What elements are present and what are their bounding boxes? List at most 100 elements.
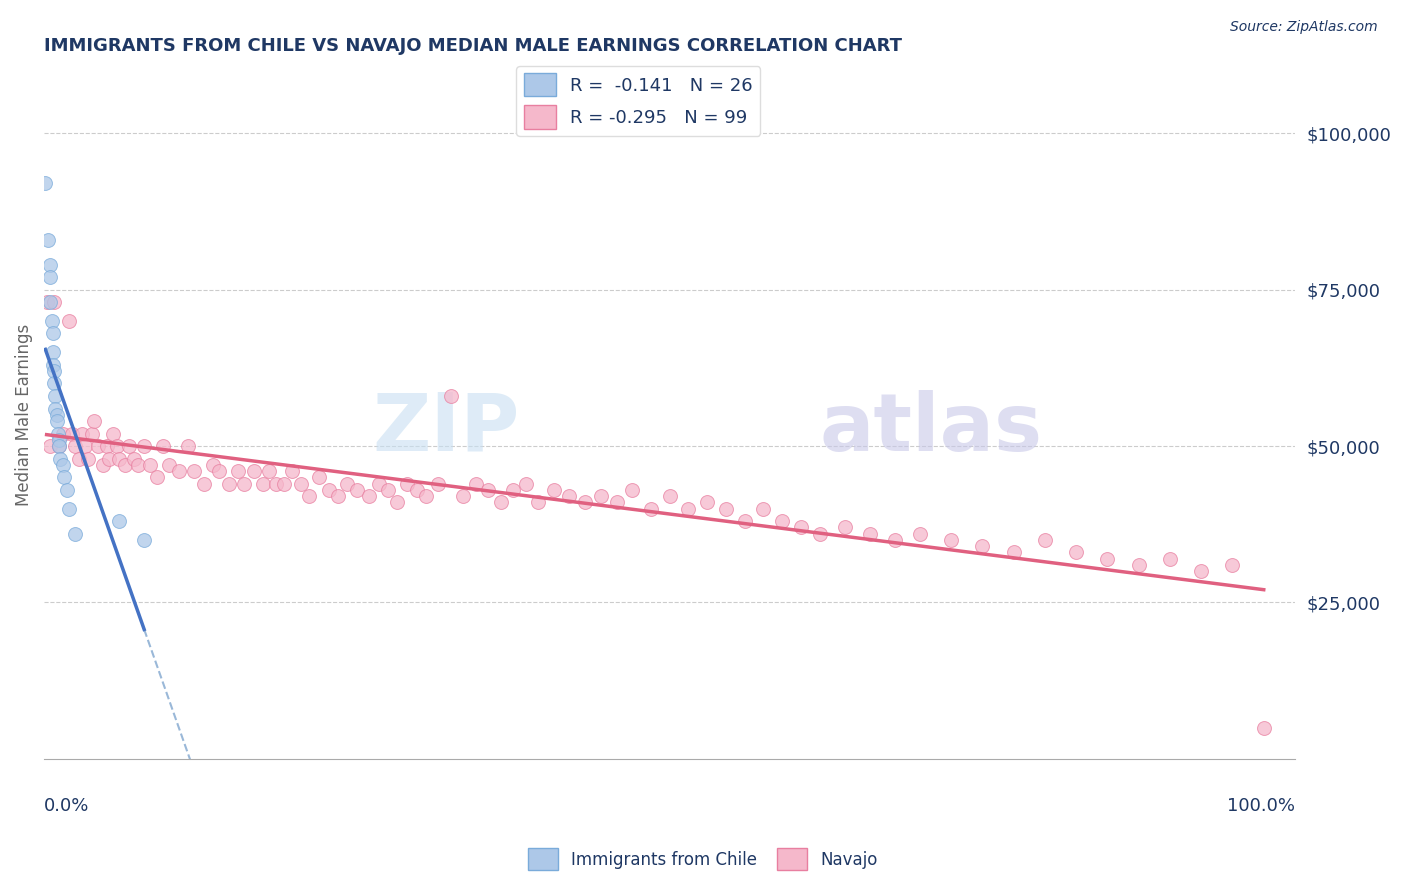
Point — [1253, 721, 1275, 735]
Point — [233, 476, 256, 491]
Point — [35, 295, 58, 310]
Point — [177, 439, 200, 453]
Point — [427, 476, 450, 491]
Point — [42, 364, 65, 378]
Point — [621, 483, 644, 497]
Point — [281, 464, 304, 478]
Point — [1064, 545, 1087, 559]
Point — [75, 439, 97, 453]
Point — [908, 526, 931, 541]
Text: IMMIGRANTS FROM CHILE VS NAVAJO MEDIAN MALE EARNINGS CORRELATION CHART: IMMIGRANTS FROM CHILE VS NAVAJO MEDIAN M… — [44, 37, 903, 55]
Point — [152, 439, 174, 453]
Point — [65, 439, 87, 453]
Point — [127, 458, 149, 472]
Point — [60, 426, 83, 441]
Point — [208, 464, 231, 478]
Point — [451, 489, 474, 503]
Point — [696, 495, 718, 509]
Point — [308, 470, 330, 484]
Point — [252, 476, 274, 491]
Text: 0.0%: 0.0% — [44, 797, 90, 814]
Point — [502, 483, 524, 497]
Point — [1128, 558, 1150, 572]
Point — [39, 439, 62, 453]
Point — [259, 464, 281, 478]
Point — [42, 345, 65, 359]
Point — [101, 426, 124, 441]
Point — [368, 476, 391, 491]
Point — [264, 476, 287, 491]
Point — [440, 389, 463, 403]
Point — [49, 451, 72, 466]
Point — [326, 489, 349, 503]
Point — [1159, 551, 1181, 566]
Point — [58, 501, 80, 516]
Point — [45, 414, 67, 428]
Point — [218, 476, 240, 491]
Point — [114, 458, 136, 472]
Point — [318, 483, 340, 497]
Point — [859, 526, 882, 541]
Point — [48, 439, 70, 453]
Point — [606, 495, 628, 509]
Point — [67, 451, 90, 466]
Point — [52, 426, 75, 441]
Point — [145, 470, 167, 484]
Point — [543, 483, 565, 497]
Text: Source: ZipAtlas.com: Source: ZipAtlas.com — [1230, 20, 1378, 34]
Point — [83, 414, 105, 428]
Point — [734, 514, 756, 528]
Point — [55, 483, 77, 497]
Point — [883, 533, 905, 547]
Point — [108, 514, 131, 528]
Point — [48, 433, 70, 447]
Point — [39, 258, 62, 272]
Point — [640, 501, 662, 516]
Point — [714, 501, 737, 516]
Point — [98, 451, 121, 466]
Point — [96, 439, 118, 453]
Point — [395, 476, 418, 491]
Point — [45, 408, 67, 422]
Point — [939, 533, 962, 547]
Point — [574, 495, 596, 509]
Point — [42, 358, 65, 372]
Point — [415, 489, 437, 503]
Point — [406, 483, 429, 497]
Text: ZIP: ZIP — [373, 390, 519, 467]
Point — [808, 526, 831, 541]
Point — [80, 426, 103, 441]
Point — [464, 476, 486, 491]
Legend: Immigrants from Chile, Navajo: Immigrants from Chile, Navajo — [522, 842, 884, 877]
Point — [183, 464, 205, 478]
Point — [226, 464, 249, 478]
Point — [134, 533, 156, 547]
Point — [39, 270, 62, 285]
Point — [193, 476, 215, 491]
Point — [752, 501, 775, 516]
Point — [37, 233, 59, 247]
Point — [972, 539, 994, 553]
Point — [48, 439, 70, 453]
Point — [134, 439, 156, 453]
Point — [658, 489, 681, 503]
Point — [44, 389, 66, 403]
Point — [53, 470, 76, 484]
Point — [167, 464, 190, 478]
Point — [91, 458, 114, 472]
Point — [298, 489, 321, 503]
Point — [377, 483, 399, 497]
Point — [39, 295, 62, 310]
Point — [46, 426, 69, 441]
Point — [1097, 551, 1119, 566]
Point — [290, 476, 312, 491]
Point — [108, 451, 131, 466]
Point — [527, 495, 550, 509]
Point — [41, 314, 63, 328]
Point — [87, 439, 110, 453]
Point — [34, 177, 56, 191]
Point — [558, 489, 581, 503]
Point — [70, 426, 93, 441]
Point — [44, 401, 66, 416]
Point — [58, 314, 80, 328]
